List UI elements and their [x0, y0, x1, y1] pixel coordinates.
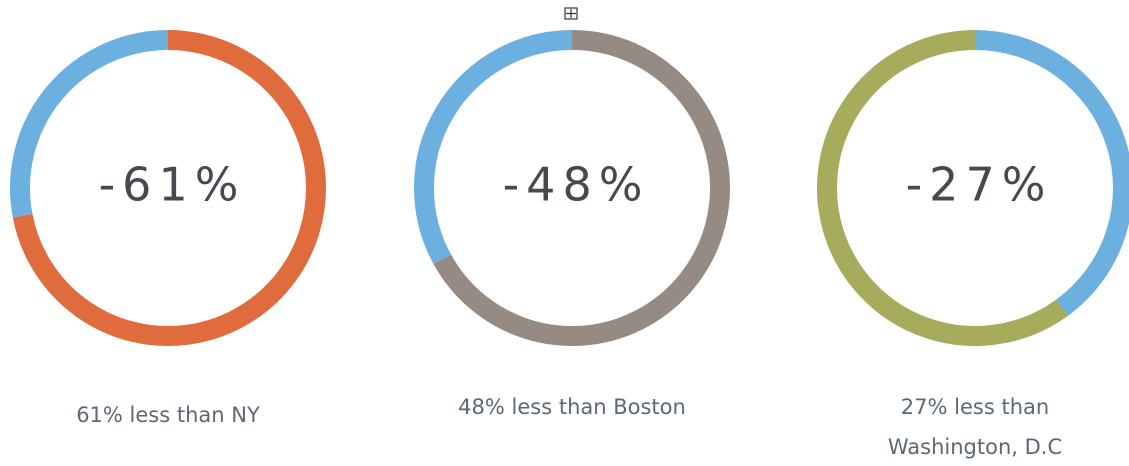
expand-icon — [564, 7, 578, 20]
donut-segment — [10, 30, 169, 218]
donut-segment — [414, 30, 573, 265]
donut-segment — [817, 30, 1068, 346]
donut-segment — [12, 30, 326, 346]
center-label: -27% — [906, 158, 1053, 212]
caption: 27% less than — [901, 395, 1049, 419]
donut-segment — [974, 30, 1129, 316]
center-label: -48% — [503, 158, 650, 212]
caption: 61% less than NY — [76, 403, 260, 427]
caption: Washington, D.C — [888, 435, 1062, 459]
caption: 48% less than Boston — [458, 395, 686, 419]
center-label: -61% — [99, 158, 246, 212]
donut-segment — [433, 30, 730, 346]
